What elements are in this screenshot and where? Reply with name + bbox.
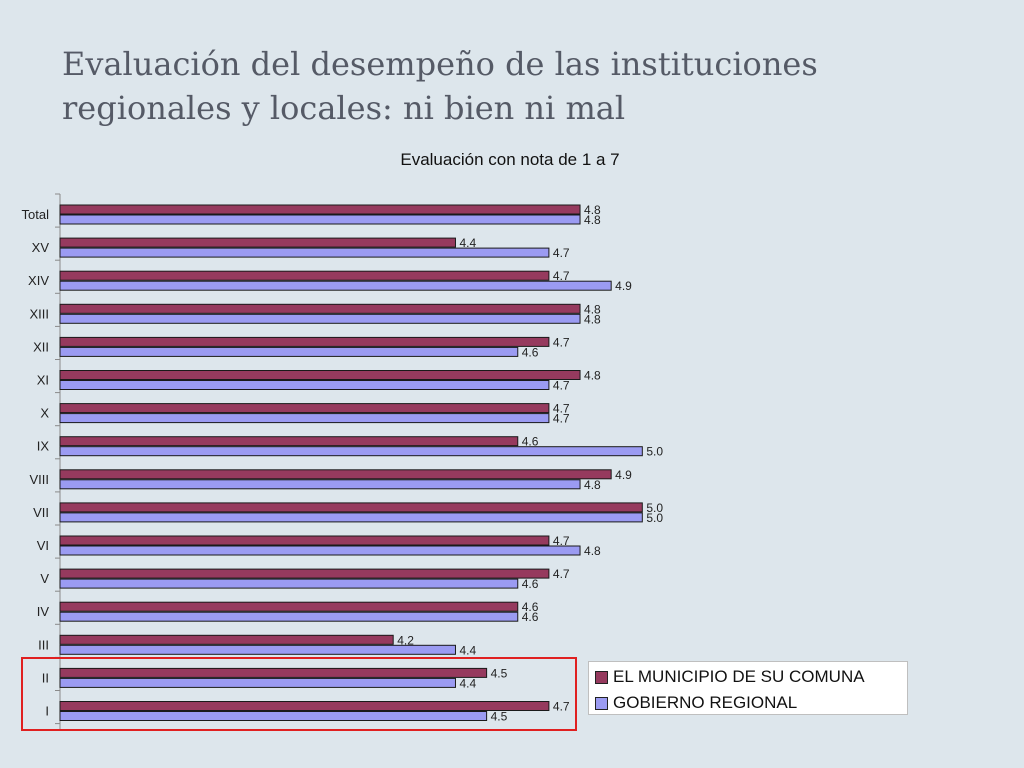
data-label-gobierno: 4.4	[459, 676, 476, 690]
data-label-gobierno: 4.6	[522, 610, 539, 624]
chart-legend: EL MUNICIPIO DE SU COMUNA GOBIERNO REGIO…	[588, 661, 908, 715]
category-label: IX	[37, 439, 50, 454]
bar-municipio	[59, 634, 394, 645]
bar-gobierno	[59, 413, 550, 424]
highlight-box	[21, 657, 577, 731]
category-label: III	[38, 637, 49, 652]
data-label-municipio: 4.7	[553, 700, 570, 714]
data-label-gobierno: 4.5	[491, 710, 508, 724]
data-label-municipio: 4.7	[553, 534, 570, 548]
data-label-gobierno: 4.7	[553, 246, 570, 260]
data-label-gobierno: 4.8	[584, 213, 601, 227]
category-label: XI	[37, 373, 49, 388]
bar-municipio	[59, 568, 550, 579]
bar-gobierno	[59, 611, 519, 622]
data-label-gobierno: 4.4	[459, 643, 476, 657]
data-label-municipio: 4.7	[553, 402, 570, 416]
bar-municipio	[59, 336, 550, 347]
bar-municipio	[59, 204, 581, 215]
data-label-municipio: 4.4	[459, 236, 476, 250]
category-label: XIV	[28, 273, 49, 288]
category-label: IV	[37, 604, 50, 619]
data-label-gobierno: 4.8	[584, 544, 601, 558]
category-label: VII	[33, 505, 49, 520]
bar-municipio	[59, 667, 488, 678]
category-label: XIII	[29, 306, 49, 321]
data-label-municipio: 4.6	[522, 600, 539, 614]
bar-gobierno	[59, 545, 581, 556]
bar-gobierno	[59, 578, 519, 589]
bar-municipio	[59, 270, 550, 281]
category-label: XV	[32, 240, 50, 255]
legend-swatch-gobierno	[595, 696, 608, 710]
bar-gobierno	[59, 313, 581, 324]
bar-municipio	[59, 535, 550, 546]
data-label-municipio: 4.7	[553, 269, 570, 283]
category-label: VI	[37, 538, 49, 553]
bar-gobierno	[59, 214, 581, 225]
legend-label-gobierno: GOBIERNO REGIONAL	[613, 693, 798, 712]
data-label-municipio: 4.8	[584, 203, 601, 217]
data-label-gobierno: 4.6	[522, 577, 539, 591]
data-label-gobierno: 4.9	[615, 279, 632, 293]
bar-gobierno	[59, 346, 519, 357]
data-label-gobierno: 4.8	[584, 478, 601, 492]
legend-swatch-municipio	[595, 670, 608, 684]
category-label: X	[40, 406, 49, 421]
data-label-municipio: 4.7	[553, 335, 570, 349]
bar-gobierno	[59, 479, 581, 490]
category-label: I	[45, 704, 49, 719]
category-label: XII	[33, 339, 49, 354]
bar-gobierno	[59, 677, 456, 688]
bar-municipio	[59, 469, 612, 480]
data-label-gobierno: 5.0	[646, 511, 663, 525]
bar-gobierno	[59, 380, 550, 390]
bar-gobierno	[59, 512, 643, 523]
data-label-gobierno: 4.8	[584, 312, 601, 326]
data-label-municipio: 4.9	[615, 468, 632, 482]
category-label: V	[40, 571, 49, 586]
data-label-gobierno: 4.7	[553, 412, 570, 426]
bar-gobierno	[59, 280, 612, 291]
bar-gobierno	[59, 711, 488, 721]
legend-label-municipio: EL MUNICIPIO DE SU COMUNA	[613, 667, 865, 686]
chart-title: Evaluación con nota de 1 a 7	[400, 150, 620, 169]
legend-item-municipio: EL MUNICIPIO DE SU COMUNA	[595, 667, 865, 687]
category-label: II	[42, 670, 49, 685]
slide-title: Evaluación del desempeño de las instituc…	[62, 45, 818, 127]
data-label-gobierno: 4.7	[553, 379, 570, 393]
data-label-municipio: 4.7	[553, 567, 570, 581]
data-label-municipio: 4.6	[522, 435, 539, 449]
category-label: Total	[22, 207, 50, 222]
category-label: VIII	[29, 472, 49, 487]
data-label-municipio: 4.8	[584, 302, 601, 316]
bar-municipio	[59, 303, 581, 314]
data-label-municipio: 4.8	[584, 369, 601, 383]
bar-municipio	[59, 601, 519, 612]
bar-gobierno	[59, 644, 456, 655]
bar-municipio	[59, 701, 550, 711]
bar-gobierno	[59, 247, 550, 258]
data-label-municipio: 4.5	[491, 666, 508, 680]
bar-municipio	[59, 370, 581, 380]
data-label-gobierno: 4.6	[522, 345, 539, 359]
bar-municipio	[59, 436, 519, 447]
data-label-municipio: 5.0	[646, 501, 663, 515]
legend-item-gobierno: GOBIERNO REGIONAL	[595, 693, 797, 713]
bar-municipio	[59, 237, 456, 248]
bar-gobierno	[59, 446, 643, 457]
data-label-municipio: 4.2	[397, 633, 414, 647]
data-label-gobierno: 5.0	[646, 445, 663, 459]
bar-municipio	[59, 403, 550, 414]
bar-municipio	[59, 502, 643, 513]
